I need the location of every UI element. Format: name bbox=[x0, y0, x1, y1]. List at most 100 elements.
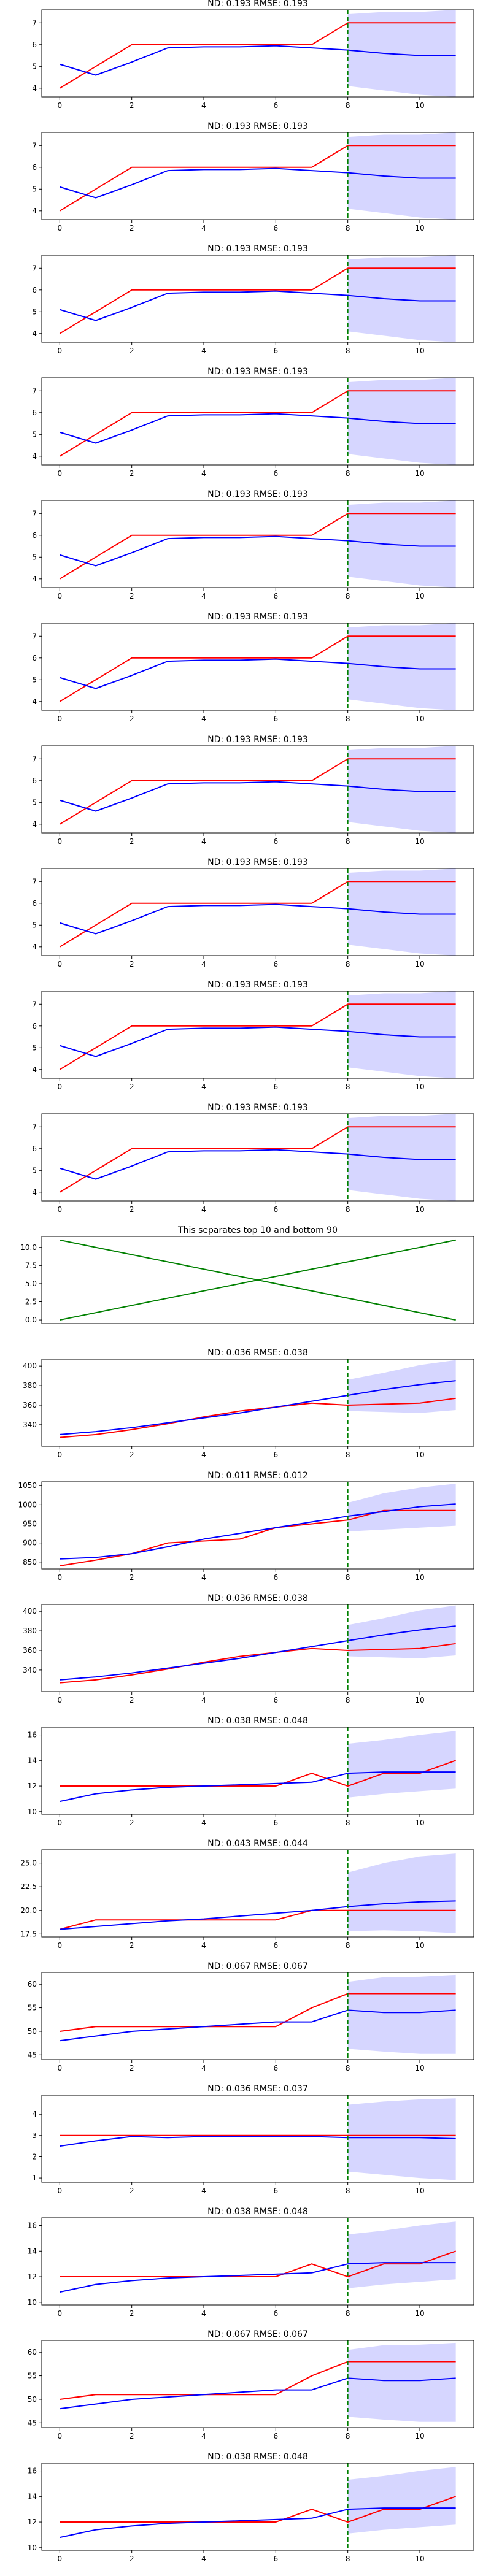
y-tick-label: 55 bbox=[28, 2372, 37, 2380]
series-line-2 bbox=[60, 1625, 456, 1681]
x-tick-label: 6 bbox=[274, 1941, 279, 1950]
y-tick-label: 17.5 bbox=[20, 1930, 37, 1938]
y-tick-label: 20.0 bbox=[20, 1906, 37, 1915]
y-tick-label: 4 bbox=[32, 2110, 37, 2118]
y-tick-label: 7 bbox=[32, 1000, 37, 1008]
x-tick-label: 0 bbox=[58, 1205, 63, 1214]
x-tick-label: 10 bbox=[415, 2064, 424, 2072]
y-tick-label: 4 bbox=[32, 820, 37, 829]
x-tick-label: 0 bbox=[58, 715, 63, 723]
confidence-band bbox=[347, 991, 456, 1078]
x-tick-label: 0 bbox=[58, 960, 63, 968]
y-tick-label: 850 bbox=[23, 1558, 37, 1566]
y-tick-label: 10.0 bbox=[20, 1243, 37, 1252]
x-tick-label: 4 bbox=[201, 1941, 206, 1950]
series-line-2 bbox=[60, 290, 456, 321]
axes-frame bbox=[41, 2340, 474, 2428]
y-tick-label: 16 bbox=[28, 2221, 37, 2230]
x-tick-label: 2 bbox=[130, 2432, 134, 2440]
x-tick-label: 8 bbox=[346, 2309, 350, 2318]
y-tick-label: 1000 bbox=[18, 1500, 37, 1509]
x-tick-label: 0 bbox=[58, 1941, 63, 1950]
y-tick-label: 6 bbox=[32, 163, 37, 172]
x-tick-label: 4 bbox=[201, 1205, 206, 1214]
x-tick-label: 6 bbox=[274, 1819, 279, 1827]
y-tick-label: 16 bbox=[28, 2467, 37, 2475]
chart-title: ND: 0.193 RMSE: 0.193 bbox=[207, 735, 308, 745]
x-tick-label: 0 bbox=[58, 1819, 63, 1827]
series-line-2 bbox=[60, 1900, 456, 1930]
x-tick-label: 2 bbox=[130, 1696, 134, 1704]
x-tick-label: 2 bbox=[130, 592, 134, 600]
y-tick-label: 60 bbox=[28, 1980, 37, 1988]
x-tick-label: 4 bbox=[201, 960, 206, 968]
x-tick-label: 10 bbox=[415, 2555, 424, 2563]
y-tick-label: 50 bbox=[28, 2395, 37, 2404]
x-tick-label: 6 bbox=[274, 469, 279, 478]
chart-title: ND: 0.193 RMSE: 0.193 bbox=[207, 489, 308, 499]
x-tick-label: 8 bbox=[346, 347, 350, 355]
series-line-1 bbox=[60, 2496, 457, 2523]
x-tick-label: 0 bbox=[58, 837, 63, 846]
plot-area bbox=[59, 868, 456, 956]
y-tick-label: 7.5 bbox=[25, 1261, 37, 1270]
x-tick-label: 2 bbox=[130, 347, 134, 355]
series-line-2 bbox=[60, 2507, 456, 2539]
plot-area bbox=[59, 10, 456, 97]
x-tick-label: 8 bbox=[346, 1941, 350, 1950]
chart-panel: ND: 0.043 RMSE: 0.044 0 2 4 6 8 10 17.5 20.0 22.5… bbox=[20, 1839, 474, 1950]
y-tick-label: 4 bbox=[32, 697, 37, 706]
x-tick-label: 10 bbox=[415, 837, 424, 846]
y-tick-label: 10 bbox=[28, 2543, 37, 2552]
x-tick-label: 0 bbox=[58, 2064, 63, 2072]
x-tick-label: 2 bbox=[130, 1205, 134, 1214]
y-tick-label: 5 bbox=[32, 798, 37, 807]
x-tick-label: 4 bbox=[201, 2064, 206, 2072]
chart-panel: ND: 0.038 RMSE: 0.048 0 2 4 6 8 10 10 12 14 16 bbox=[28, 2207, 474, 2318]
x-tick-label: 6 bbox=[274, 2187, 279, 2195]
x-tick-label: 8 bbox=[346, 837, 350, 846]
series-line-1 bbox=[60, 1760, 457, 1787]
plot-area bbox=[60, 1972, 456, 2060]
y-tick-label: 1050 bbox=[18, 1481, 37, 1490]
chart-panel: ND: 0.193 RMSE: 0.193 0 2 4 6 8 10 4 5 6 7 bbox=[32, 121, 474, 232]
x-tick-label: 0 bbox=[58, 1083, 63, 1091]
y-tick-label: 3 bbox=[32, 2131, 37, 2140]
series-line-2 bbox=[60, 1503, 456, 1560]
x-tick-label: 6 bbox=[274, 2309, 279, 2318]
y-tick-label: 5 bbox=[32, 430, 37, 439]
x-tick-label: 2 bbox=[130, 224, 134, 232]
x-tick-label: 0 bbox=[58, 592, 63, 600]
x-tick-label: 10 bbox=[415, 1819, 424, 1827]
series-line-2 bbox=[60, 45, 456, 76]
y-tick-label: 14 bbox=[28, 2247, 37, 2255]
x-tick-label: 6 bbox=[274, 224, 279, 232]
plot-area bbox=[59, 623, 456, 710]
y-tick-label: 5 bbox=[32, 62, 37, 71]
y-tick-label: 10 bbox=[28, 1807, 37, 1816]
x-tick-label: 2 bbox=[130, 715, 134, 723]
x-tick-label: 6 bbox=[274, 1696, 279, 1704]
x-tick-label: 10 bbox=[415, 960, 424, 968]
plot-area bbox=[59, 1114, 456, 1201]
x-tick-label: 4 bbox=[201, 101, 206, 110]
x-tick-label: 2 bbox=[130, 2064, 134, 2072]
plot-area bbox=[60, 1604, 456, 1692]
y-tick-label: 12 bbox=[28, 2518, 37, 2526]
series-line-2 bbox=[60, 413, 456, 444]
chart-panel: ND: 0.193 RMSE: 0.193 0 2 4 6 8 10 4 5 6 7 bbox=[32, 1103, 474, 1214]
x-tick-label: 2 bbox=[130, 101, 134, 110]
x-tick-label: 2 bbox=[130, 960, 134, 968]
x-tick-label: 4 bbox=[201, 1573, 206, 1582]
x-tick-label: 4 bbox=[201, 347, 206, 355]
x-tick-label: 10 bbox=[415, 1451, 424, 1459]
series-line-1 bbox=[60, 1909, 456, 1930]
confidence-band bbox=[347, 1731, 456, 1798]
series-line-1 bbox=[59, 881, 456, 948]
confidence-band bbox=[347, 1853, 456, 1933]
axes-frame bbox=[41, 1604, 474, 1692]
y-tick-label: 360 bbox=[23, 1401, 37, 1409]
axes-frame bbox=[41, 255, 474, 343]
chart-panel: ND: 0.067 RMSE: 0.067 0 2 4 6 8 10 45 50 55 60 bbox=[28, 2329, 474, 2440]
y-tick-label: 380 bbox=[23, 1627, 37, 1635]
